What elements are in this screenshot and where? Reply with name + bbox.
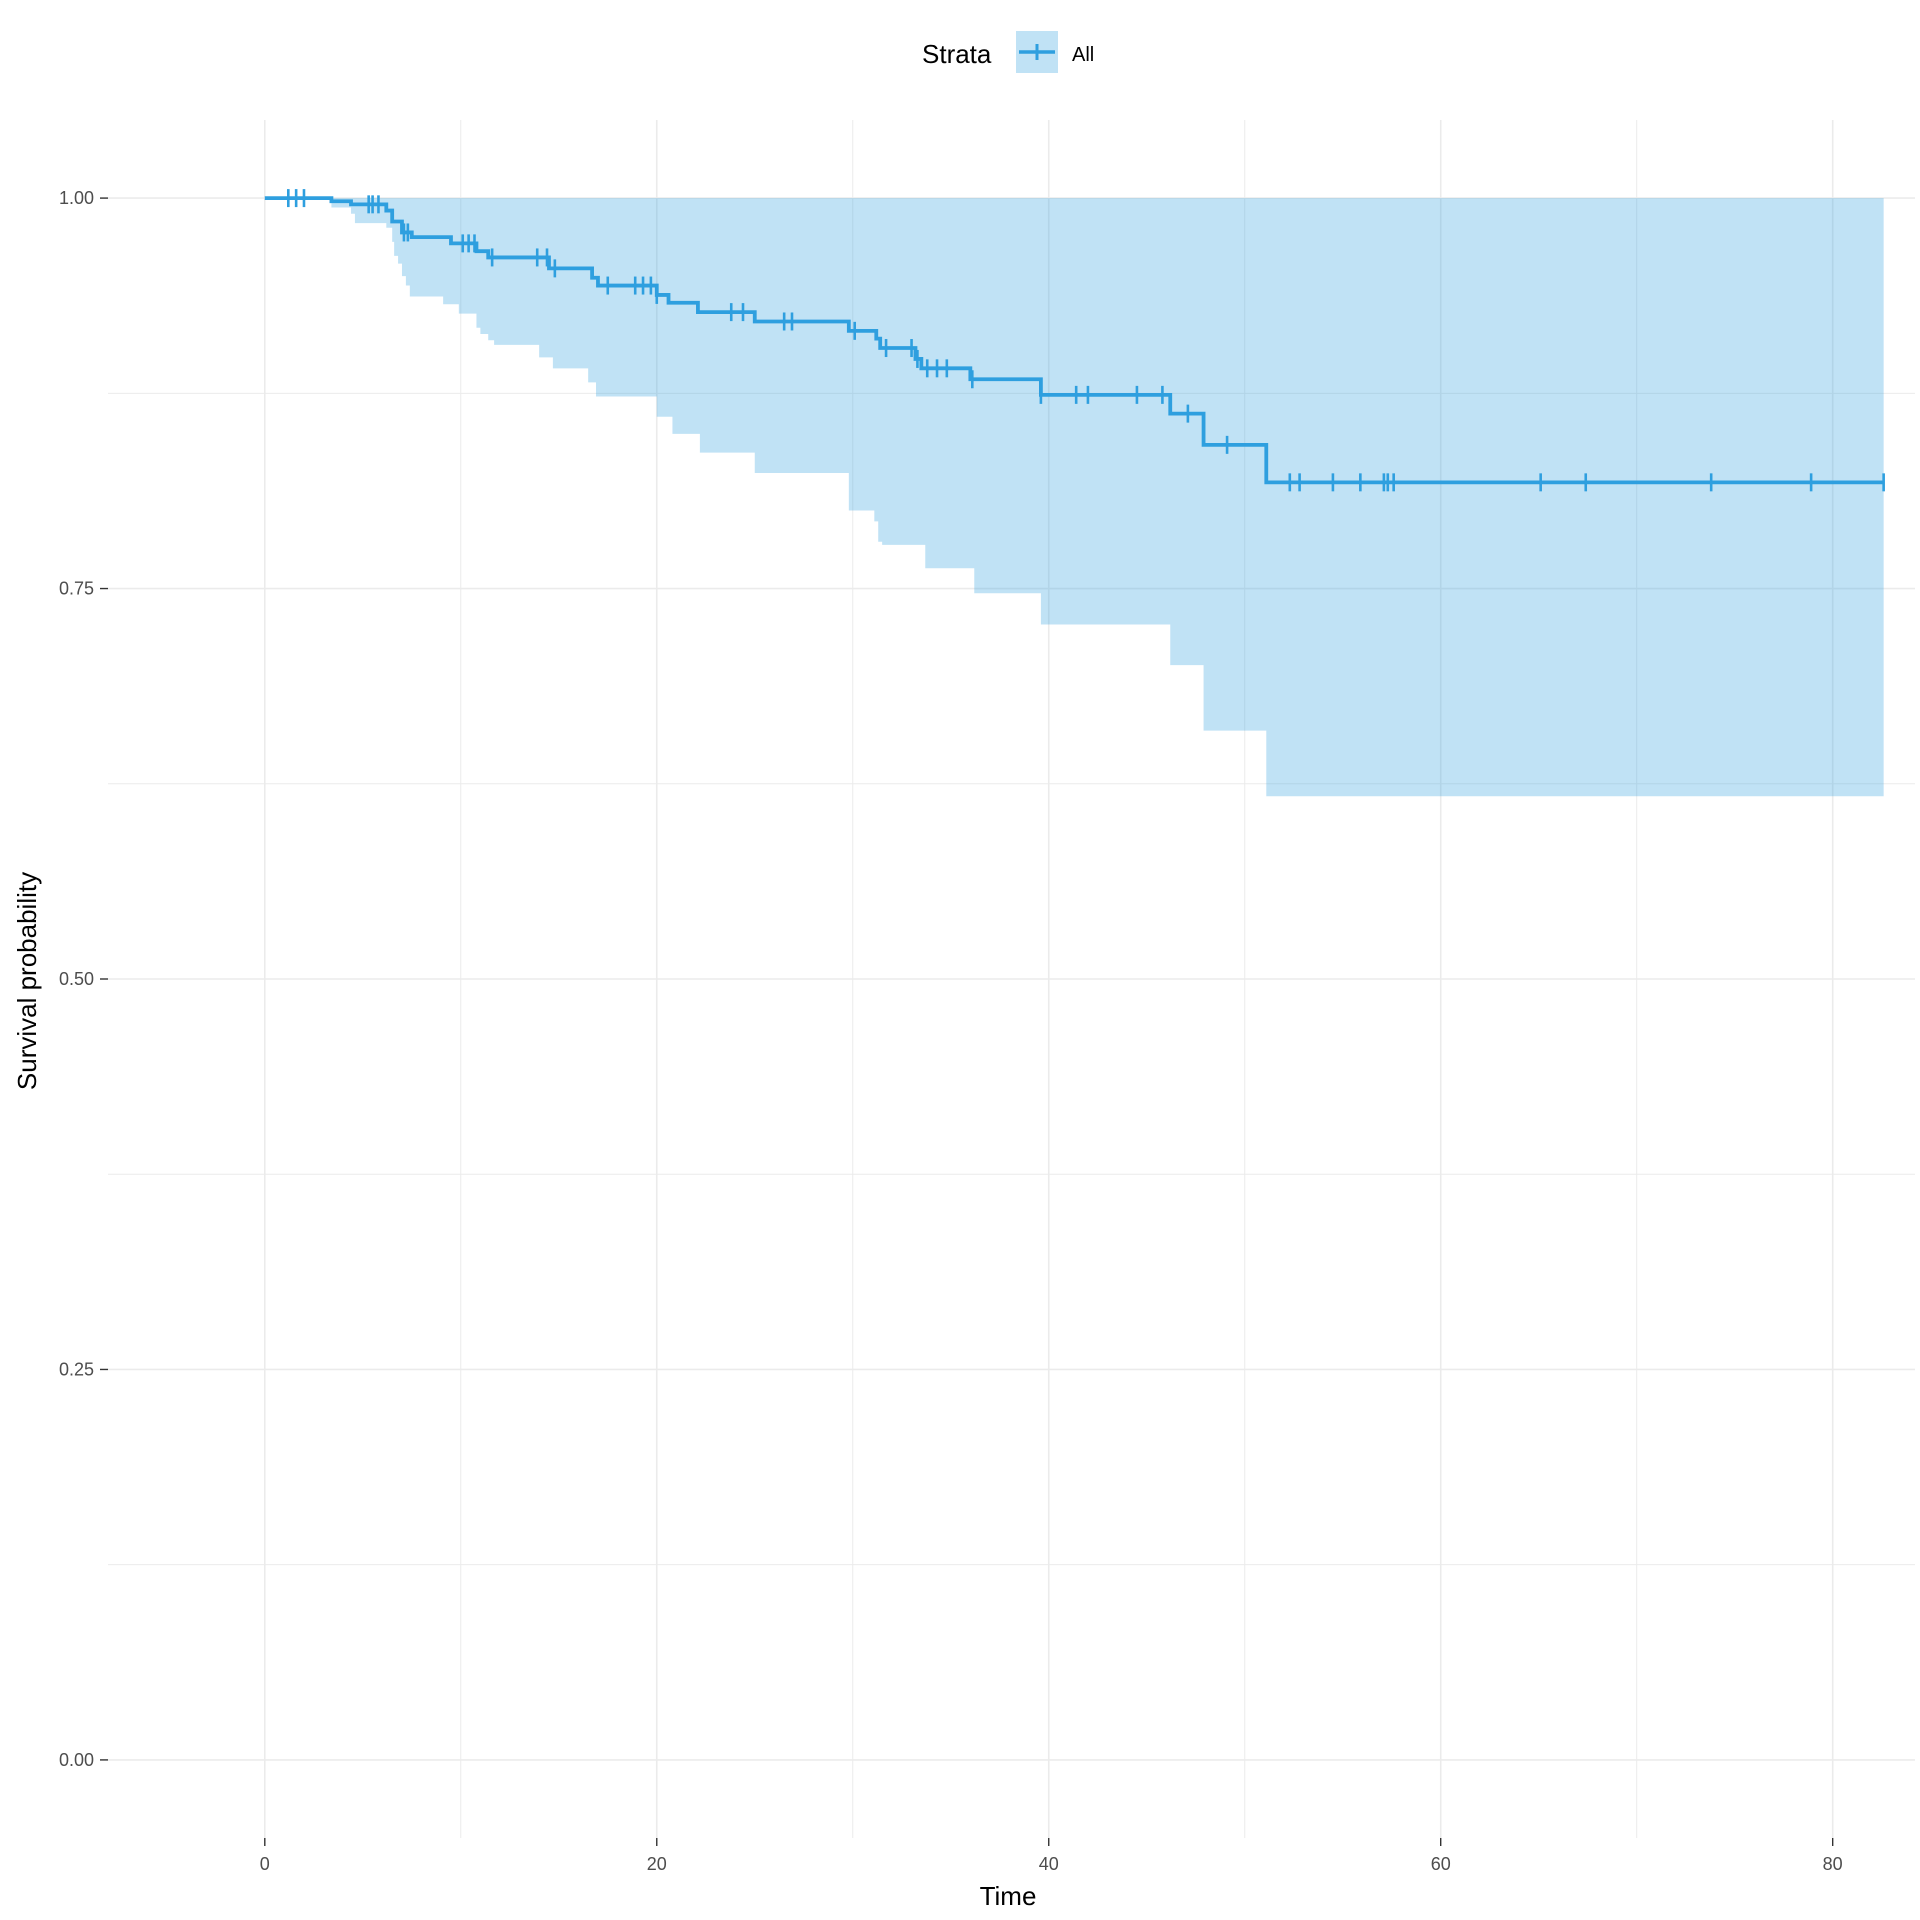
survival-curve-all bbox=[264, 196, 1884, 485]
y-axis: 0.00 0.25 0.50 0.75 1.00 bbox=[59, 188, 108, 1770]
legend-title: Strata bbox=[922, 39, 992, 69]
major-gridlines bbox=[108, 120, 1915, 1838]
legend: Strata All bbox=[922, 31, 1094, 73]
y-axis-tick-label: 0.00 bbox=[59, 1750, 94, 1770]
confidence-band bbox=[264, 198, 1884, 797]
legend-label-all: All bbox=[1072, 44, 1094, 66]
x-axis-tick-label: 20 bbox=[647, 1854, 667, 1874]
censor-marks-layer bbox=[287, 189, 1885, 492]
y-axis-tick-label: 1.00 bbox=[59, 188, 94, 208]
confidence-band-layer bbox=[264, 198, 1884, 797]
survival-curve-layer bbox=[264, 196, 1884, 485]
y-axis-tick-label: 0.75 bbox=[59, 579, 94, 599]
y-axis-tick-label: 0.50 bbox=[59, 969, 94, 989]
y-axis-tick-label: 0.25 bbox=[59, 1359, 94, 1379]
x-axis: 0 20 40 60 80 bbox=[260, 1838, 1843, 1874]
x-axis-tick-label: 60 bbox=[1431, 1854, 1451, 1874]
x-axis-tick-label: 40 bbox=[1039, 1854, 1059, 1874]
y-axis-title: Survival probability bbox=[12, 872, 42, 1090]
x-axis-title: Time bbox=[980, 1881, 1037, 1911]
x-axis-tick-label: 80 bbox=[1823, 1854, 1843, 1874]
x-axis-tick-label: 0 bbox=[260, 1854, 270, 1874]
